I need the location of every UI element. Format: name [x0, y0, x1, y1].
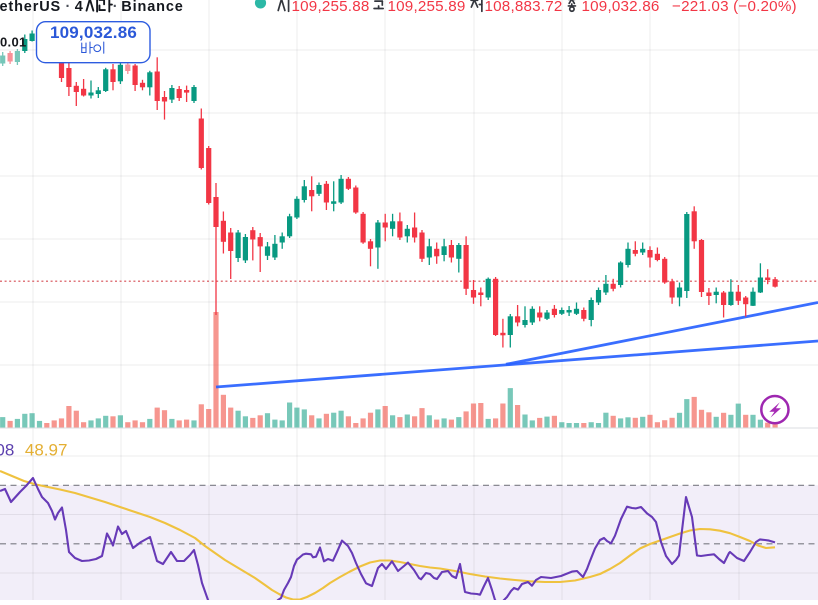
svg-text:0.01: 0.01	[0, 35, 27, 50]
svg-text:109,255.88: 109,255.88	[292, 0, 370, 15]
svg-text:08: 08	[0, 440, 14, 459]
svg-text:109,032.86: 109,032.86	[50, 23, 137, 42]
svg-text:−221.03 (−0.20%): −221.03 (−0.20%)	[672, 0, 797, 15]
svg-text:4: 4	[75, 0, 83, 15]
svg-text:108,883.72: 108,883.72	[485, 0, 563, 15]
svg-text:·: ·	[113, 0, 118, 15]
svg-text:109,255.89: 109,255.89	[388, 0, 466, 15]
svg-text:109,032.86: 109,032.86	[582, 0, 660, 15]
svg-text:48.97: 48.97	[25, 440, 68, 459]
svg-text:etherUS: etherUS	[0, 0, 61, 15]
svg-text:Binance: Binance	[121, 0, 183, 15]
svg-text:·: ·	[66, 0, 71, 15]
